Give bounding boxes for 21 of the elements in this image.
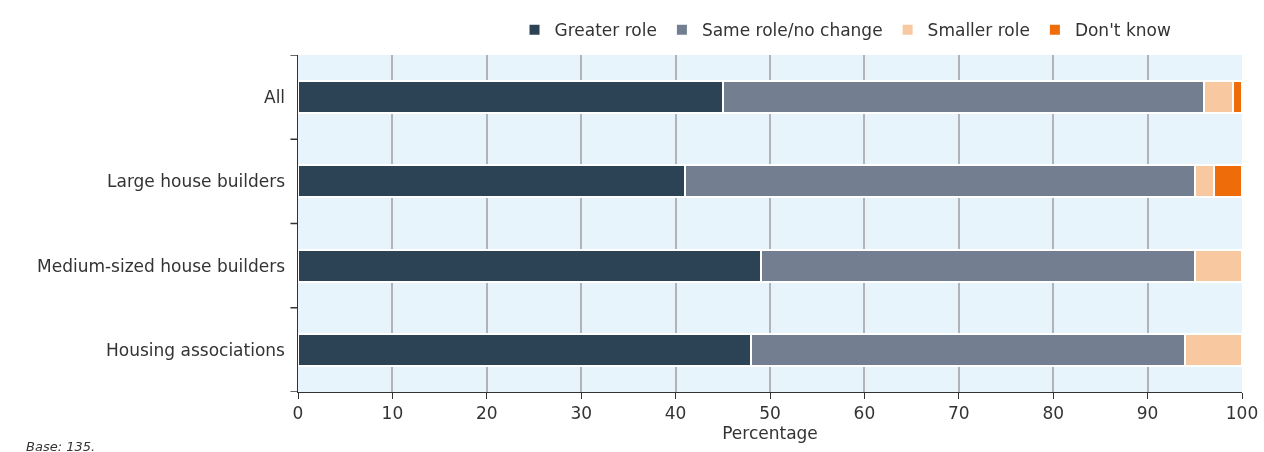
x-axis-title: Percentage xyxy=(722,423,818,444)
x-tick-label: 40 xyxy=(664,403,687,424)
x-tick-label: 60 xyxy=(853,403,876,424)
x-tick-label: 80 xyxy=(1042,403,1065,424)
x-tick-label: 90 xyxy=(1136,403,1159,424)
y-tick-label: Medium-sized house builders xyxy=(37,256,286,276)
x-tick-label: 100 xyxy=(1225,403,1259,424)
legend-label: Smaller role xyxy=(927,20,1030,41)
x-tick-label: 20 xyxy=(475,403,498,424)
x-tick-label: 0 xyxy=(292,403,304,424)
text: Base: 135. xyxy=(26,439,96,452)
legend-label: Greater role xyxy=(554,20,657,41)
x-tick-label: 10 xyxy=(381,403,404,424)
x-tick-label: 50 xyxy=(759,403,781,424)
x-tick-label: 70 xyxy=(947,403,970,424)
x-tick-label: 30 xyxy=(570,403,593,424)
legend-label: Same role/no change xyxy=(701,20,883,41)
y-tick-label: Housing associations xyxy=(106,340,286,360)
legend-label: Don't know xyxy=(1074,20,1171,41)
y-tick-label: All xyxy=(264,87,286,107)
y-tick-label: Large house builders xyxy=(107,171,286,191)
